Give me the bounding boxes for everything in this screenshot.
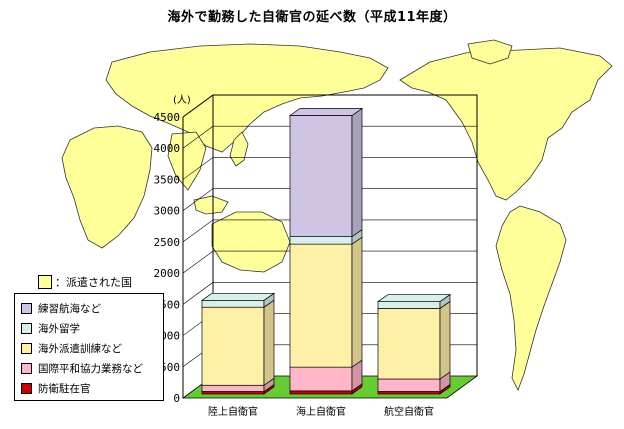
legend-swatch xyxy=(21,342,32,354)
legend-label: 防衛駐在官 xyxy=(38,382,91,395)
chart-title: 海外で勤務した自衛官の延べ数（平成11年度） xyxy=(167,10,457,25)
bar-segment xyxy=(289,390,353,395)
bar-segment xyxy=(377,301,441,309)
map-india xyxy=(167,131,207,191)
bar-segment xyxy=(201,384,265,392)
legend-item: 防衛駐在官 xyxy=(21,378,157,398)
bar-top xyxy=(376,294,452,302)
x-tick-label: 航空自衛官 xyxy=(384,405,434,418)
legend-item: 練習航海など xyxy=(21,298,157,318)
bar-segment-side xyxy=(263,299,275,386)
bar-segment xyxy=(377,391,441,395)
bar-segment-side xyxy=(439,300,451,380)
grid-line xyxy=(182,188,477,211)
y-tick-label: 4500 xyxy=(154,111,181,124)
legend-item: 国際平和協力業務など xyxy=(21,358,157,378)
bar-segment xyxy=(289,243,353,368)
y-tick-label: 2000 xyxy=(154,267,181,280)
x-tick-label: 陸上自衛官 xyxy=(208,405,258,418)
y-tick-label: 0 xyxy=(173,392,180,405)
x-axis: 陸上自衛官 海上自衛官 航空自衛官 xyxy=(208,405,434,418)
bar-segment xyxy=(377,378,441,392)
legend-label: 国際平和協力業務など xyxy=(38,362,143,375)
y-tick-label: 500 xyxy=(160,361,180,374)
legend-label: 練習航海など xyxy=(38,302,101,315)
y-tick-label: 4000 xyxy=(154,142,181,155)
map-legend-swatch xyxy=(38,275,52,289)
map-south-america xyxy=(495,205,567,391)
map-legend-label: ：派遣された国 xyxy=(55,276,132,289)
legend-item: 海外留学 xyxy=(21,318,157,338)
map-australia xyxy=(211,211,291,273)
bar-segment xyxy=(201,306,265,386)
y-tick-label: 2500 xyxy=(154,236,181,249)
map-africa xyxy=(61,125,153,249)
y-tick-label: 3500 xyxy=(154,173,181,186)
bar-segment-side xyxy=(351,236,363,368)
grid-line xyxy=(182,157,477,180)
bar-top xyxy=(200,292,276,301)
bar-segment xyxy=(201,391,265,395)
grid-line xyxy=(182,282,477,305)
map-southeast-asia xyxy=(193,195,229,215)
map-eurasia xyxy=(105,43,389,153)
bar-segment-side xyxy=(351,107,363,238)
map-legend: ：派遣された国 xyxy=(38,274,132,290)
legend-label: 海外留学 xyxy=(38,322,80,335)
grid-line xyxy=(182,125,477,149)
y-tick-label: 3000 xyxy=(154,205,181,218)
bar-top xyxy=(288,108,364,116)
legend-swatch xyxy=(21,302,32,314)
legend-item: 海外派遣訓練など xyxy=(21,338,157,358)
grid-line xyxy=(182,219,477,243)
x-tick-label: 海上自衛官 xyxy=(296,405,346,418)
grid-line xyxy=(182,94,477,118)
legend: 練習航海など 海外留学海外派遣訓練など国際平和協力業務など 防衛駐在官 xyxy=(14,293,164,401)
bar-segment xyxy=(289,115,353,237)
grid-line xyxy=(182,250,477,274)
bar-segment xyxy=(201,299,265,308)
bars xyxy=(200,107,452,395)
map-north-america xyxy=(399,47,613,201)
legend-swatch xyxy=(21,362,32,374)
bar-segment xyxy=(289,366,353,392)
bar-segment xyxy=(377,308,441,380)
map-greenland xyxy=(467,39,513,65)
legend-label: 海外派遣訓練など xyxy=(38,342,122,355)
legend-swatch xyxy=(21,382,32,394)
bar-segment xyxy=(289,236,353,245)
y-unit-label: (人) xyxy=(173,94,191,106)
legend-swatch xyxy=(21,322,32,334)
